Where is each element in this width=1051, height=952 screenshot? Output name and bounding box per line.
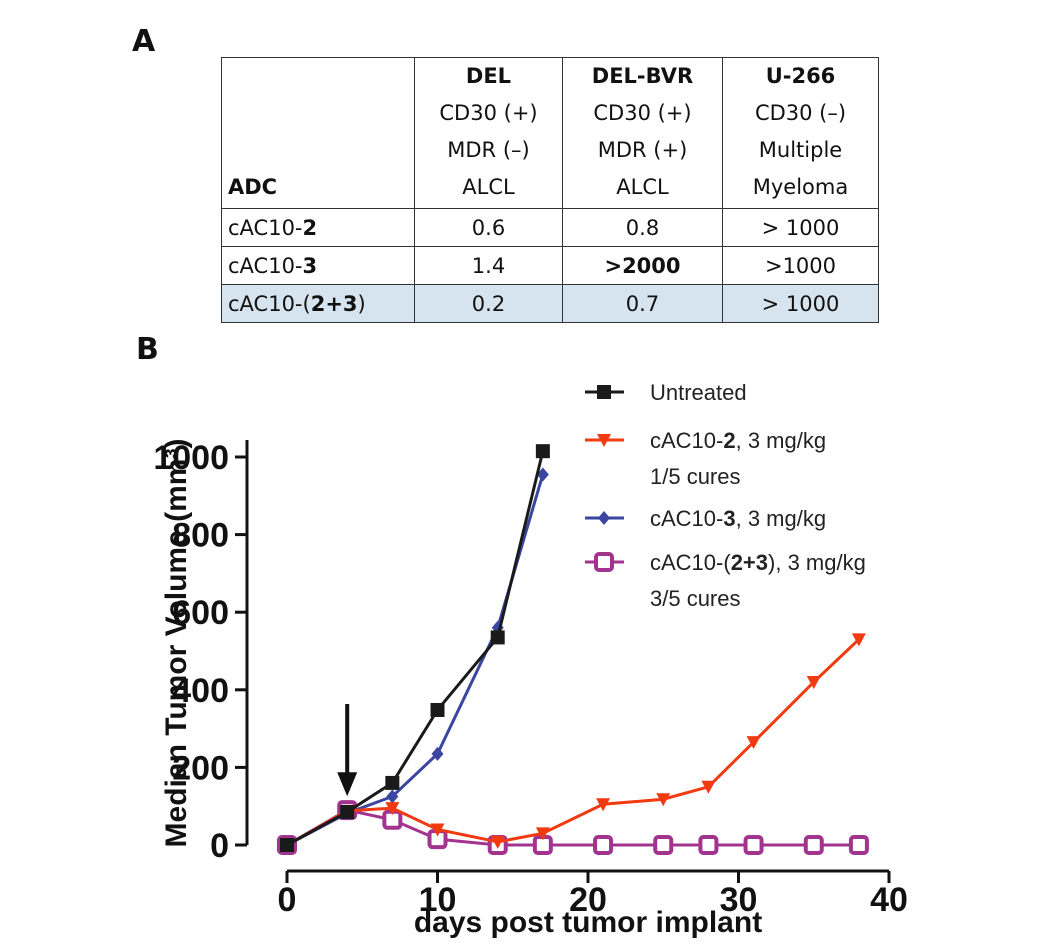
column-line: CD30 (–) — [754, 101, 847, 125]
header-col-del: DEL CD30 (+) MDR (–) ALCL — [414, 57, 563, 209]
table-cell: 0.2 — [414, 284, 563, 323]
table-cell: 1.4 — [414, 246, 563, 285]
table-cell: > 1000 — [722, 284, 879, 323]
table-cell: > 1000 — [722, 208, 879, 247]
legend-entry: cAC10-2, 3 mg/kg — [650, 428, 826, 453]
data-point — [535, 444, 550, 459]
panel-b-label: B — [136, 332, 159, 367]
legend-note: 1/5 cures — [650, 464, 741, 489]
data-point — [490, 630, 505, 645]
table-cell: 0.7 — [562, 284, 723, 323]
data-point — [743, 835, 764, 855]
table-row: cAC10-2 0.6 0.8 > 1000 — [221, 208, 879, 247]
header-col-del-bvr: DEL-BVR CD30 (+) MDR (+) ALCL — [562, 57, 723, 209]
data-point — [598, 511, 610, 525]
table-cell: 0.8 — [562, 208, 723, 247]
data-point — [851, 633, 866, 647]
column-line: Multiple — [758, 138, 843, 162]
column-name: DEL-BVR — [591, 64, 694, 88]
data-point — [430, 823, 445, 837]
column-line: CD30 (+) — [593, 101, 692, 125]
data-point — [746, 736, 761, 750]
y-tick-label: 600 — [172, 594, 229, 632]
chart-legend: Untreated cAC10-2, 3 mg/kg 1/5 cures cAC10-… — [585, 380, 866, 611]
data-point — [848, 835, 869, 855]
x-tick-label: 20 — [569, 881, 607, 919]
data-point — [701, 780, 716, 794]
adc-table: ADC DEL CD30 (+) MDR (–) ALCL DEL-BVR CD… — [221, 57, 879, 323]
data-point — [430, 702, 445, 717]
y-axis-label: Median Tumor Volume (mm³) — [160, 439, 193, 848]
data-point — [803, 835, 824, 855]
data-point — [806, 676, 821, 690]
data-point — [593, 835, 614, 855]
y-tick-label: 200 — [172, 749, 229, 787]
header-adc: ADC — [221, 57, 415, 209]
series-line — [286, 450, 545, 847]
panel-a-label: A — [132, 24, 156, 59]
data-point — [597, 385, 611, 399]
table-cell: >1000 — [722, 246, 879, 285]
data-point — [280, 838, 294, 852]
chart-series — [277, 444, 869, 855]
series-3 — [281, 467, 549, 852]
y-tick-label: 0 — [210, 827, 229, 865]
column-name: U-266 — [765, 64, 836, 88]
data-point — [596, 798, 611, 812]
data-point — [340, 805, 355, 820]
column-line: MDR (+) — [597, 138, 688, 162]
legend-entry: cAC10-3, 3 mg/kg — [650, 506, 826, 531]
y-tick-label: 800 — [172, 517, 229, 555]
data-point — [431, 746, 444, 761]
chart-axes: 0 200 400 600 800 1000 0 10 20 30 40 days post tumo… — [153, 439, 908, 939]
column-line: MDR (–) — [447, 138, 530, 162]
table-header-row: ADC DEL CD30 (+) MDR (–) ALCL DEL-BVR CD… — [221, 57, 879, 209]
series-line — [286, 474, 545, 847]
column-line: Myeloma — [752, 175, 849, 199]
table-cell: >2000 — [562, 246, 723, 285]
x-tick-label: 10 — [419, 881, 457, 919]
column-line: ALCL — [462, 175, 515, 199]
series-untreated — [280, 444, 550, 852]
data-point — [698, 835, 719, 855]
data-point — [597, 434, 611, 447]
x-axis-label: days post tumor implant — [414, 906, 762, 939]
y-tick-label: 400 — [172, 672, 229, 710]
data-point — [535, 827, 550, 841]
x-tick-label: 30 — [720, 881, 758, 919]
table-row-highlighted: cAC10-(2+3) 0.2 0.7 > 1000 — [221, 284, 879, 323]
data-point — [385, 775, 400, 790]
legend-entry: Untreated — [650, 380, 747, 405]
table-row: cAC10-3 1.4 >2000 >1000 — [221, 246, 879, 285]
data-point — [536, 467, 549, 482]
table-cell: 0.6 — [414, 208, 563, 247]
data-point — [653, 835, 674, 855]
y-tick-label: 1000 — [153, 439, 229, 477]
row-label: cAC10-2 — [221, 208, 415, 247]
dosing-arrow-icon — [337, 772, 358, 797]
column-line: CD30 (+) — [439, 101, 538, 125]
data-point — [656, 793, 671, 807]
row-label: cAC10-3 — [221, 246, 415, 285]
x-tick-label: 0 — [278, 881, 297, 919]
column-name: DEL — [465, 64, 512, 88]
data-point — [594, 552, 614, 572]
series-2 — [280, 633, 866, 852]
data-point — [386, 789, 399, 804]
data-point — [385, 802, 400, 816]
series-line — [286, 638, 860, 847]
legend-note: 3/5 cures — [650, 586, 741, 611]
series-line — [286, 808, 859, 847]
x-tick-label: 40 — [870, 881, 908, 919]
legend-entry: cAC10-(2+3), 3 mg/kg — [650, 550, 866, 575]
row-label: cAC10-(2+3) — [221, 284, 415, 323]
column-line: ALCL — [616, 175, 669, 199]
data-point — [490, 835, 505, 849]
header-col-u266: U-266 CD30 (–) Multiple Myeloma — [722, 57, 879, 209]
